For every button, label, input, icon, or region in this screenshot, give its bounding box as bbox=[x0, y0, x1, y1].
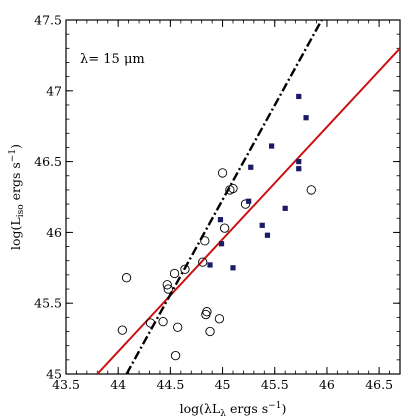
open-circle-point bbox=[170, 350, 181, 361]
x-tick-label: 44.5 bbox=[156, 377, 184, 392]
y-tick-label: 47 bbox=[46, 83, 62, 98]
open-circle-point bbox=[228, 183, 238, 194]
open-circle-point bbox=[306, 185, 316, 195]
filled-square-point bbox=[217, 217, 224, 223]
filled-square-point bbox=[248, 164, 254, 170]
open-circle-point bbox=[180, 264, 190, 274]
filled-square-point bbox=[259, 222, 265, 228]
open-circle-point bbox=[240, 199, 251, 209]
y-tick-label: 45 bbox=[46, 367, 62, 382]
filled-square-point bbox=[296, 159, 302, 165]
open-circle-point bbox=[217, 168, 228, 178]
solid-fit-line bbox=[96, 47, 400, 374]
x-axis-label: log(λLλ ergs s−1) bbox=[180, 401, 287, 419]
x-tick-label: 45.5 bbox=[261, 377, 289, 392]
y-tick-label: 45.5 bbox=[34, 296, 62, 311]
y-tick-label: 46 bbox=[46, 225, 62, 240]
filled-square-point bbox=[218, 241, 225, 247]
filled-square-point bbox=[296, 93, 302, 100]
open-circle-point bbox=[200, 236, 210, 246]
filled-square-point bbox=[269, 143, 275, 149]
data-points bbox=[117, 93, 316, 361]
filled-square-point bbox=[303, 115, 309, 121]
filled-square-point bbox=[230, 265, 236, 271]
filled-square-point bbox=[296, 166, 302, 172]
filled-square-point bbox=[264, 232, 271, 238]
axis-ticks: 43.5 44 44.5 45 45.5 46 46.5 45 45.5 46 46.5 47 47.5 bbox=[34, 13, 401, 392]
x-tick-label: 43.5 bbox=[52, 377, 80, 392]
dash-dot-fit-line bbox=[125, 20, 323, 374]
plot-frame bbox=[65, 19, 401, 375]
open-circle-point bbox=[163, 284, 173, 294]
open-circle-point bbox=[173, 322, 183, 332]
open-circle-point bbox=[205, 326, 215, 337]
open-circle-point bbox=[158, 316, 168, 327]
x-tick-label: 45 bbox=[215, 377, 231, 392]
open-circle-point bbox=[145, 318, 156, 328]
wavelength-annotation: λ= 15 μm bbox=[80, 52, 145, 67]
x-tick-label: 44 bbox=[110, 377, 126, 392]
fit-lines bbox=[96, 20, 400, 374]
y-tick-label: 47.5 bbox=[34, 13, 62, 28]
open-circle-point bbox=[169, 268, 180, 279]
filled-square-point bbox=[282, 205, 288, 211]
open-circle-point bbox=[214, 314, 225, 324]
x-tick-label: 46 bbox=[319, 377, 335, 392]
x-tick-label: 46.5 bbox=[365, 377, 393, 392]
filled-square-point bbox=[207, 262, 213, 268]
open-circle-point bbox=[202, 307, 212, 317]
y-tick-label: 46.5 bbox=[34, 154, 62, 169]
open-circle-point bbox=[219, 223, 230, 233]
open-circle-point bbox=[117, 325, 128, 335]
open-circle-point bbox=[198, 257, 208, 267]
open-circle-point bbox=[121, 273, 132, 283]
filled-square-point bbox=[246, 198, 252, 204]
y-axis-label: log(Liso ergs s−1) bbox=[8, 144, 26, 250]
open-circle-point bbox=[162, 280, 172, 290]
